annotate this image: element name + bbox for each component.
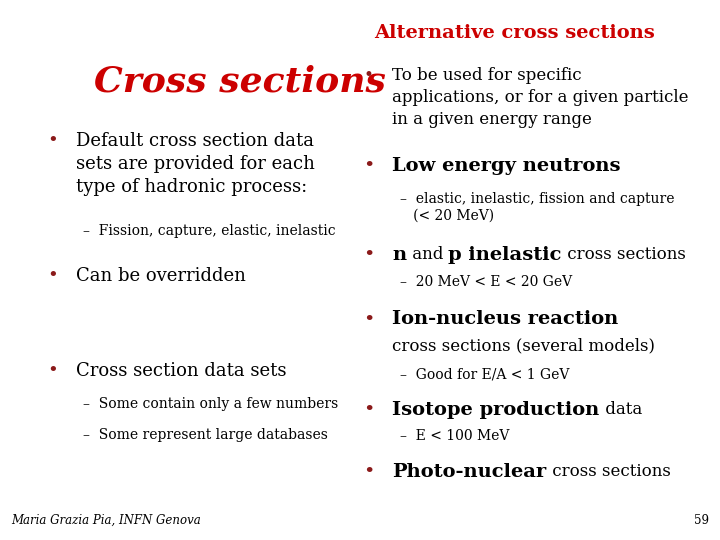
Text: •: • xyxy=(364,68,374,84)
Text: •: • xyxy=(364,246,375,264)
Text: Isotope production: Isotope production xyxy=(392,401,600,418)
Text: Default cross section data
sets are provided for each
type of hadronic process:: Default cross section data sets are prov… xyxy=(76,132,315,196)
Text: and: and xyxy=(407,246,448,262)
Text: n: n xyxy=(392,246,407,264)
Text: data: data xyxy=(600,401,642,417)
Text: •: • xyxy=(47,362,58,380)
Text: Cross sections: Cross sections xyxy=(94,65,385,99)
Text: cross sections: cross sections xyxy=(546,463,670,480)
Text: –  Good for E/A < 1 GeV: – Good for E/A < 1 GeV xyxy=(400,367,569,381)
Text: •: • xyxy=(47,132,58,150)
Text: p inelastic: p inelastic xyxy=(448,246,562,264)
Text: Can be overridden: Can be overridden xyxy=(76,267,246,285)
Text: Low energy neutrons: Low energy neutrons xyxy=(392,157,621,174)
Text: –  Fission, capture, elastic, inelastic: – Fission, capture, elastic, inelastic xyxy=(83,224,336,238)
Text: •: • xyxy=(364,401,375,418)
Text: Cross section data sets: Cross section data sets xyxy=(76,362,286,380)
Text: •: • xyxy=(364,463,375,481)
Text: cross sections: cross sections xyxy=(562,246,685,262)
Text: –  20 MeV < E < 20 GeV: – 20 MeV < E < 20 GeV xyxy=(400,275,572,289)
Text: Alternative cross sections: Alternative cross sections xyxy=(374,24,655,42)
Text: –  Some represent large databases: – Some represent large databases xyxy=(83,428,328,442)
Text: •: • xyxy=(364,157,375,174)
Text: –  E < 100 MeV: – E < 100 MeV xyxy=(400,429,509,443)
Text: Maria Grazia Pia, INFN Genova: Maria Grazia Pia, INFN Genova xyxy=(11,514,201,526)
Text: –  elastic, inelastic, fission and capture
   (< 20 MeV): – elastic, inelastic, fission and captur… xyxy=(400,192,674,223)
Text: 59: 59 xyxy=(694,514,709,526)
Text: •: • xyxy=(364,310,375,328)
Text: Ion-nucleus reaction: Ion-nucleus reaction xyxy=(392,310,618,328)
Text: •: • xyxy=(47,267,58,285)
Text: To be used for specific
applications, or for a given particle
in a given energy : To be used for specific applications, or… xyxy=(392,68,689,127)
Text: –  Some contain only a few numbers: – Some contain only a few numbers xyxy=(83,397,338,411)
Text: cross sections (several models): cross sections (several models) xyxy=(392,338,655,354)
Text: Photo-nuclear: Photo-nuclear xyxy=(392,463,546,481)
